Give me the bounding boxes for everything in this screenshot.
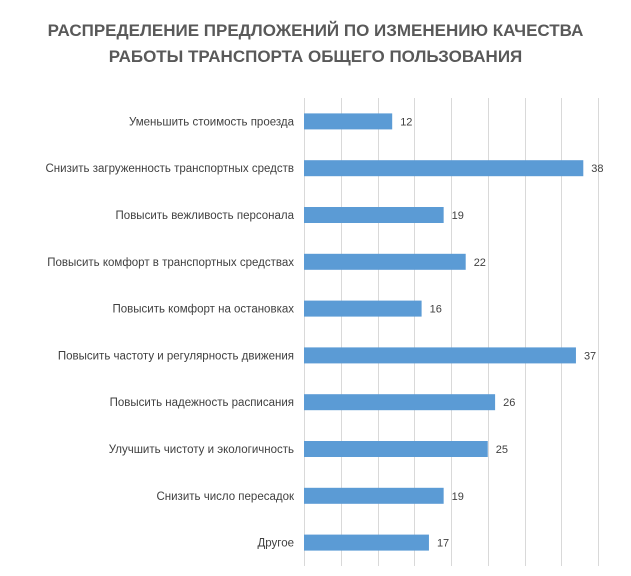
chart-title-line-1: РАСПРЕДЕЛЕНИЕ ПРЕДЛОЖЕНИЙ ПО ИЗМЕНЕНИЮ К… (47, 21, 584, 40)
bar (304, 253, 466, 270)
data-label: 19 (452, 210, 464, 222)
chart-title: РАСПРЕДЕЛЕНИЕ ПРЕДЛОЖЕНИЙ ПО ИЗМЕНЕНИЮ К… (0, 18, 631, 70)
category-label: Снизить число пересадок (156, 491, 294, 503)
data-label: 37 (584, 350, 596, 362)
bar (304, 534, 429, 551)
bar (304, 207, 444, 223)
data-label: 26 (503, 397, 515, 409)
bar (304, 394, 496, 411)
bars (304, 113, 584, 551)
data-label: 25 (496, 444, 508, 456)
data-label: 19 (452, 491, 464, 503)
category-label: Другое (257, 538, 294, 550)
bar (304, 441, 488, 457)
category-label: Повысить комфорт на остановках (113, 304, 295, 316)
category-label: Повысить вежливость персонала (116, 210, 295, 222)
category-label: Улучшить чистоту и экологичность (109, 444, 294, 456)
category-label: Повысить надежность расписания (110, 397, 294, 409)
data-labels: 12 38 19 22 16 37 26 25 19 17 (400, 116, 603, 549)
bar (304, 347, 576, 364)
category-label: Снизить загруженность транспортных средс… (45, 163, 294, 175)
category-label: Уменьшить стоимость проезда (129, 116, 295, 128)
bar (304, 300, 422, 317)
category-labels: Уменьшить стоимость проезда Снизить загру… (45, 116, 294, 549)
data-label: 16 (430, 304, 442, 316)
data-label: 38 (591, 163, 603, 175)
bar (304, 160, 584, 177)
category-label: Повысить частоту и регулярность движения (58, 350, 294, 362)
bar (304, 487, 444, 504)
bar (304, 113, 393, 130)
data-label: 12 (400, 116, 412, 128)
data-label: 17 (437, 538, 449, 550)
category-label: Повысить комфорт в транспортных средства… (47, 257, 294, 269)
chart-title-line-2: РАБОТЫ ТРАНСПОРТА ОБЩЕГО ПОЛЬЗОВАНИЯ (108, 47, 523, 66)
data-label: 22 (474, 257, 486, 269)
